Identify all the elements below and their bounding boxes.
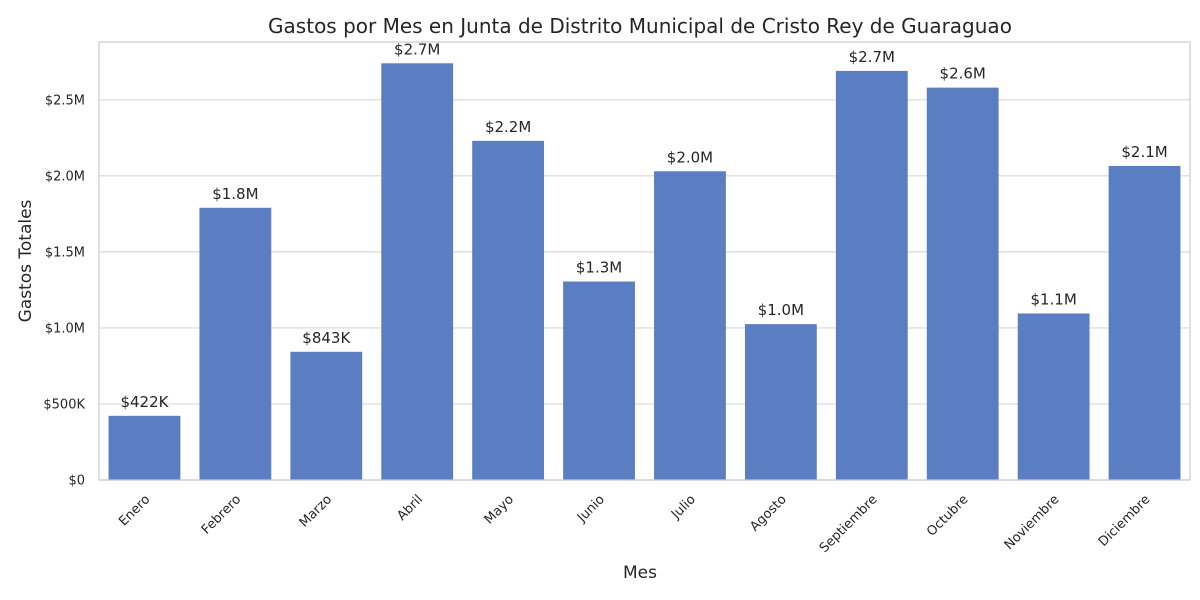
x-tick-label: Enero (116, 492, 153, 529)
x-tick-label: Mayo (482, 492, 517, 527)
x-tick-label: Septiembre (817, 492, 881, 556)
x-tick-label: Junio (574, 492, 608, 526)
bar-value-label: $1.1M (1030, 290, 1076, 308)
bar-value-label: $2.6M (940, 65, 986, 83)
bar (926, 87, 999, 480)
bar-value-label: $2.7M (849, 48, 895, 66)
plot-frame (98, 41, 1191, 481)
bar (654, 171, 726, 481)
y-tick-label: $1.0M (45, 321, 85, 336)
bar-value-label: $2.2M (485, 118, 531, 136)
bar-value-labels: $422K $1.8M $843K $2.7M $2.2M $1.3M $2.0M $1.0M… (120, 40, 1167, 411)
bar (381, 63, 454, 481)
bar-value-label: $2.1M (1121, 143, 1167, 161)
bar (835, 70, 908, 480)
bar (472, 140, 545, 480)
bar-value-label: $422K (120, 393, 169, 411)
chart-title: Gastos por Mes en Junta de Distrito Muni… (268, 14, 1012, 38)
bar (290, 351, 363, 480)
x-tick-label: Octubre (924, 492, 971, 539)
bar (108, 415, 181, 480)
bar-value-label: $1.3M (576, 259, 622, 277)
x-tick-label: Julio (668, 492, 699, 523)
bar (744, 324, 817, 480)
y-tick-labels: $0 $500K $1.0M $1.5M $2.0M $2.5M (43, 93, 85, 488)
y-tick-label: $1.5M (45, 245, 85, 260)
y-tick-label: $2.5M (45, 93, 85, 108)
y-tick-label: $2.0M (45, 169, 85, 184)
x-tick-label: Abril (394, 492, 426, 524)
x-tick-label: Marzo (297, 492, 335, 530)
bar-value-label: $1.8M (212, 185, 258, 203)
bar (199, 207, 272, 481)
bar (1017, 313, 1090, 480)
bars-layer (108, 63, 1181, 481)
x-tick-label: Agosto (747, 492, 789, 534)
bar-value-label: $2.7M (394, 40, 440, 58)
bar (1108, 165, 1181, 480)
x-tick-label: Diciembre (1096, 492, 1154, 550)
bar-value-label: $1.0M (758, 301, 804, 319)
bar (563, 281, 635, 480)
y-tick-label: $0 (68, 474, 85, 489)
x-tick-label: Noviembre (1002, 492, 1063, 553)
x-tick-labels: Enero Febrero Marzo Abril Mayo Junio Julio Agos… (116, 492, 1153, 556)
bar-value-label: $2.0M (667, 148, 713, 166)
x-axis-label: Mes (623, 563, 657, 583)
y-axis-label: Gastos Totales (16, 199, 36, 322)
bar-value-label: $843K (302, 329, 351, 347)
x-tick-label: Febrero (199, 492, 244, 537)
y-tick-label: $500K (43, 397, 85, 412)
